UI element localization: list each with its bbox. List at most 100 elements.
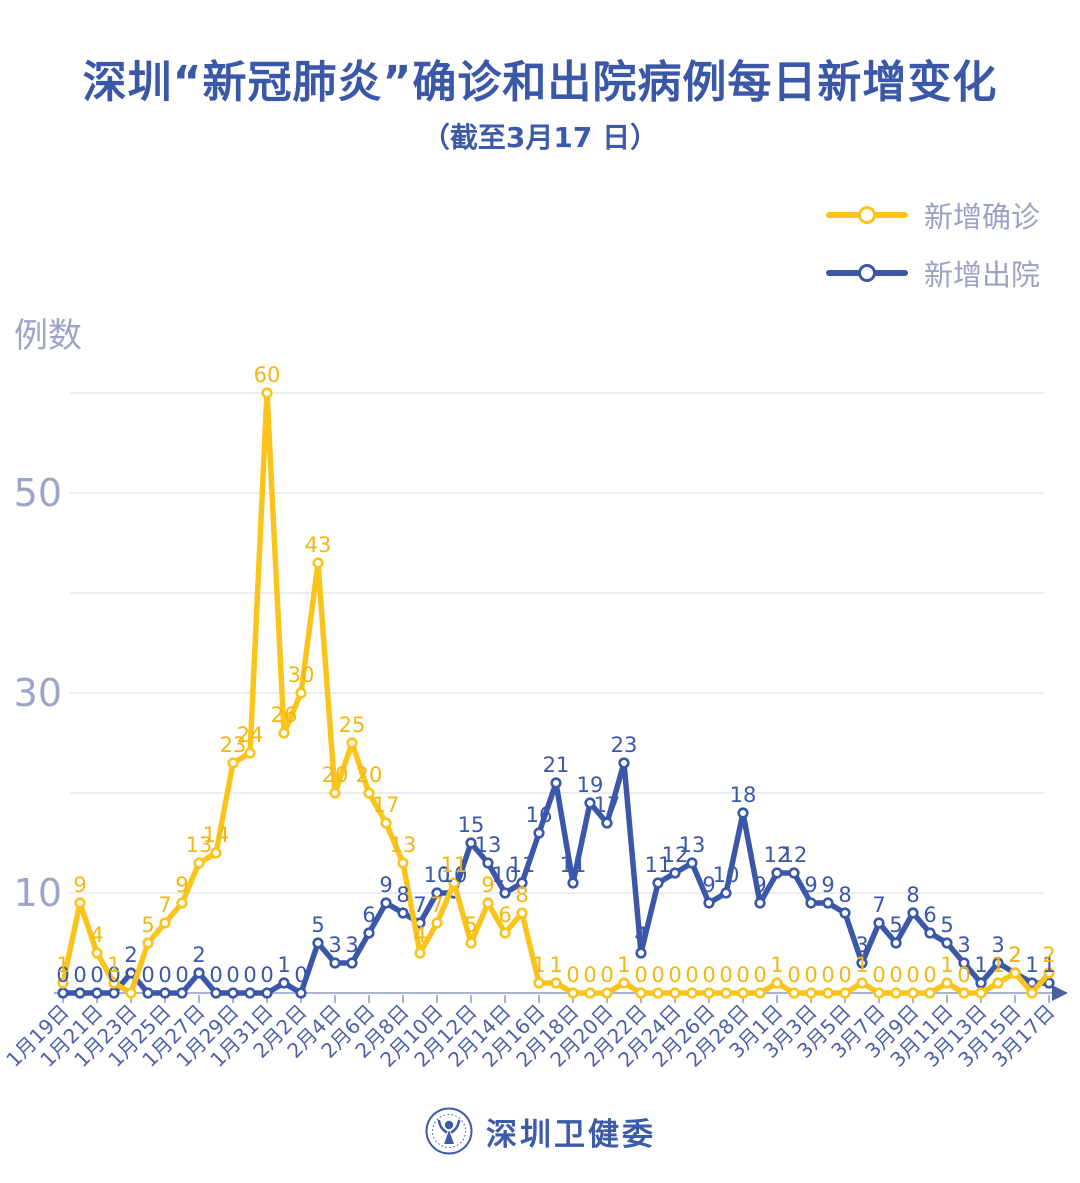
data-point-marker-confirmed[interactable]	[1009, 967, 1021, 979]
data-point-marker-confirmed[interactable]	[329, 787, 341, 799]
data-point-marker-confirmed[interactable]	[907, 987, 919, 999]
data-point-marker-confirmed[interactable]	[312, 557, 324, 569]
data-point-marker-confirmed[interactable]	[193, 857, 205, 869]
data-point-marker-discharged[interactable]	[992, 957, 1004, 969]
data-point-marker-confirmed[interactable]	[550, 977, 562, 989]
data-point-marker-confirmed[interactable]	[567, 987, 579, 999]
data-point-marker-discharged[interactable]	[91, 987, 103, 999]
data-point-marker-confirmed[interactable]	[346, 737, 358, 749]
data-point-marker-discharged[interactable]	[890, 937, 902, 949]
data-point-marker-confirmed[interactable]	[856, 977, 868, 989]
data-point-marker-discharged[interactable]	[873, 917, 885, 929]
data-point-marker-discharged[interactable]	[193, 967, 205, 979]
data-point-marker-confirmed[interactable]	[584, 987, 596, 999]
data-point-marker-discharged[interactable]	[720, 887, 732, 899]
data-point-marker-confirmed[interactable]	[142, 937, 154, 949]
legend-item-confirmed[interactable]: 新增确诊	[825, 194, 1040, 236]
data-point-marker-discharged[interactable]	[924, 927, 936, 939]
data-point-marker-discharged[interactable]	[227, 987, 239, 999]
data-point-marker-discharged[interactable]	[550, 777, 562, 789]
data-point-marker-discharged[interactable]	[686, 857, 698, 869]
data-point-marker-confirmed[interactable]	[941, 977, 953, 989]
data-point-marker-confirmed[interactable]	[227, 757, 239, 769]
data-point-marker-confirmed[interactable]	[363, 787, 375, 799]
data-point-marker-discharged[interactable]	[567, 877, 579, 889]
data-point-marker-discharged[interactable]	[669, 867, 681, 879]
data-point-marker-confirmed[interactable]	[431, 917, 443, 929]
data-point-marker-discharged[interactable]	[482, 857, 494, 869]
data-point-marker-discharged[interactable]	[159, 987, 171, 999]
data-point-marker-confirmed[interactable]	[516, 907, 528, 919]
data-point-marker-confirmed[interactable]	[125, 987, 137, 999]
data-point-marker-discharged[interactable]	[788, 867, 800, 879]
data-point-marker-discharged[interactable]	[635, 947, 647, 959]
data-point-marker-discharged[interactable]	[244, 987, 256, 999]
data-point-marker-discharged[interactable]	[74, 987, 86, 999]
data-point-marker-confirmed[interactable]	[873, 987, 885, 999]
data-point-marker-confirmed[interactable]	[414, 947, 426, 959]
data-point-marker-confirmed[interactable]	[482, 897, 494, 909]
data-point-marker-confirmed[interactable]	[261, 387, 273, 399]
data-point-marker-discharged[interactable]	[805, 897, 817, 909]
data-point-marker-confirmed[interactable]	[533, 977, 545, 989]
data-point-marker-discharged[interactable]	[397, 907, 409, 919]
data-point-marker-discharged[interactable]	[142, 987, 154, 999]
data-point-marker-discharged[interactable]	[856, 957, 868, 969]
data-point-marker-discharged[interactable]	[652, 877, 664, 889]
data-point-marker-discharged[interactable]	[499, 887, 511, 899]
data-point-marker-confirmed[interactable]	[771, 977, 783, 989]
data-point-marker-confirmed[interactable]	[652, 987, 664, 999]
data-point-marker-discharged[interactable]	[958, 957, 970, 969]
data-point-marker-confirmed[interactable]	[618, 977, 630, 989]
data-point-marker-confirmed[interactable]	[1026, 987, 1038, 999]
data-point-marker-confirmed[interactable]	[397, 857, 409, 869]
data-point-marker-confirmed[interactable]	[244, 747, 256, 759]
data-point-marker-discharged[interactable]	[312, 937, 324, 949]
data-point-marker-discharged[interactable]	[108, 987, 120, 999]
data-point-marker-discharged[interactable]	[57, 987, 69, 999]
data-point-marker-confirmed[interactable]	[176, 897, 188, 909]
data-point-marker-discharged[interactable]	[737, 807, 749, 819]
data-point-marker-discharged[interactable]	[346, 957, 358, 969]
data-point-marker-discharged[interactable]	[295, 987, 307, 999]
data-point-marker-discharged[interactable]	[431, 887, 443, 899]
data-point-marker-confirmed[interactable]	[686, 987, 698, 999]
data-point-marker-confirmed[interactable]	[635, 987, 647, 999]
data-point-marker-confirmed[interactable]	[57, 977, 69, 989]
data-point-marker-confirmed[interactable]	[822, 987, 834, 999]
data-point-marker-confirmed[interactable]	[788, 987, 800, 999]
data-point-marker-discharged[interactable]	[822, 897, 834, 909]
data-point-marker-discharged[interactable]	[329, 957, 341, 969]
data-point-marker-confirmed[interactable]	[958, 987, 970, 999]
data-point-marker-discharged[interactable]	[516, 877, 528, 889]
data-point-marker-confirmed[interactable]	[278, 727, 290, 739]
data-point-marker-confirmed[interactable]	[91, 947, 103, 959]
data-point-marker-confirmed[interactable]	[601, 987, 613, 999]
data-point-marker-discharged[interactable]	[1043, 977, 1055, 989]
data-point-marker-confirmed[interactable]	[703, 987, 715, 999]
data-point-marker-confirmed[interactable]	[295, 687, 307, 699]
data-point-marker-confirmed[interactable]	[839, 987, 851, 999]
data-point-marker-confirmed[interactable]	[890, 987, 902, 999]
data-point-marker-discharged[interactable]	[601, 817, 613, 829]
data-point-marker-confirmed[interactable]	[74, 897, 86, 909]
data-point-marker-discharged[interactable]	[839, 907, 851, 919]
data-point-marker-discharged[interactable]	[975, 977, 987, 989]
data-point-marker-discharged[interactable]	[533, 827, 545, 839]
data-point-marker-discharged[interactable]	[584, 797, 596, 809]
data-point-marker-discharged[interactable]	[261, 987, 273, 999]
data-point-marker-confirmed[interactable]	[805, 987, 817, 999]
data-point-marker-confirmed[interactable]	[754, 987, 766, 999]
data-point-marker-confirmed[interactable]	[108, 977, 120, 989]
data-point-marker-confirmed[interactable]	[499, 927, 511, 939]
data-point-marker-confirmed[interactable]	[924, 987, 936, 999]
data-point-marker-discharged[interactable]	[941, 937, 953, 949]
data-point-marker-confirmed[interactable]	[465, 937, 477, 949]
data-point-marker-confirmed[interactable]	[720, 987, 732, 999]
data-point-marker-discharged[interactable]	[380, 897, 392, 909]
data-point-marker-discharged[interactable]	[754, 897, 766, 909]
legend-item-discharged[interactable]: 新增出院	[825, 252, 1040, 294]
data-point-marker-discharged[interactable]	[907, 907, 919, 919]
data-point-marker-discharged[interactable]	[363, 927, 375, 939]
data-point-marker-discharged[interactable]	[465, 837, 477, 849]
